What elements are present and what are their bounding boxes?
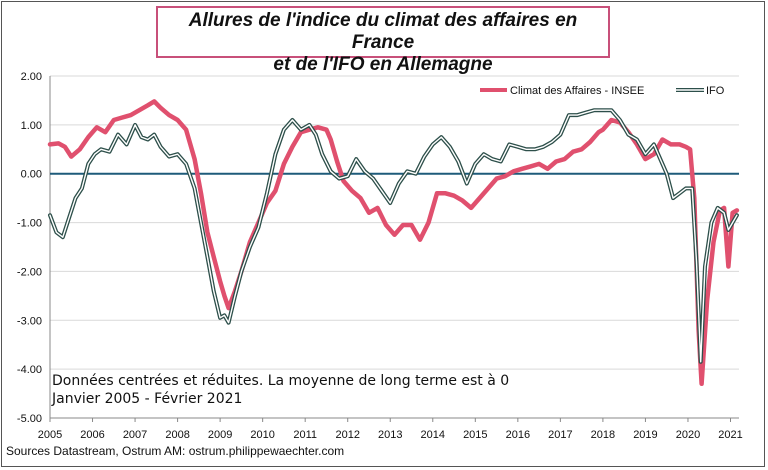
x-tick-label: 2006 — [80, 429, 104, 441]
series-line-insee — [47, 99, 740, 387]
x-tick-label: 2015 — [463, 429, 487, 441]
x-tick-label: 2008 — [165, 429, 189, 441]
x-tick-label: 2011 — [293, 429, 317, 441]
y-tick-label: -4.00 — [17, 364, 42, 376]
source-text: Sources Datastream, Ostrum AM: ostrum.ph… — [6, 444, 345, 458]
x-tick-label: 2020 — [676, 429, 700, 441]
chart-title-line-2: et de l'IFO en Allemagne — [273, 54, 493, 75]
x-tick-label: 2012 — [335, 429, 359, 441]
gridlines — [50, 75, 739, 419]
x-tick-label: 2009 — [208, 429, 232, 441]
x-tick-label: 2019 — [633, 429, 657, 441]
chart-title-line-1: Allures de l'indice du climat des affair… — [188, 10, 578, 53]
legend-label-insee: Climat des Affaires - INSEE — [510, 85, 644, 97]
series-layer — [47, 99, 740, 387]
x-tick-label: 2016 — [506, 429, 530, 441]
y-tick-label: 2.00 — [21, 71, 42, 83]
y-tick-label: 0.00 — [21, 169, 42, 181]
x-tick-label: 2017 — [548, 429, 572, 441]
chart-title-box: Allures de l'indice du climat des affair… — [156, 6, 610, 75]
y-tick-label: -1.00 — [17, 218, 42, 230]
series-line-ifo-inner — [49, 109, 738, 363]
note-line-1: Données centrées et réduites. La moyenne… — [52, 373, 510, 389]
note-line-2: Janvier 2005 - Février 2021 — [52, 391, 243, 407]
x-tick-label: 2014 — [421, 429, 445, 441]
x-tick-label: 2005 — [38, 429, 62, 441]
y-tick-label: 1.00 — [21, 120, 42, 132]
y-tick-label: -3.00 — [17, 315, 42, 327]
x-tick-label: 2010 — [250, 429, 274, 441]
legend-label-ifo: IFO — [706, 85, 725, 97]
y-tick-label: -5.00 — [17, 413, 42, 425]
y-tick-label: -2.00 — [17, 266, 42, 278]
legend: Climat des Affaires - INSEE IFO — [480, 85, 725, 97]
x-tick-label: 2018 — [591, 429, 615, 441]
x-tick-label: 2013 — [378, 429, 402, 441]
x-tick-label: 2021 — [718, 429, 742, 441]
x-tick-label: 2007 — [123, 429, 147, 441]
axes: 2.00 1.00 0.00 -1.00 -2.00 -3.00 -4.00 -5.00 200… — [17, 71, 743, 441]
